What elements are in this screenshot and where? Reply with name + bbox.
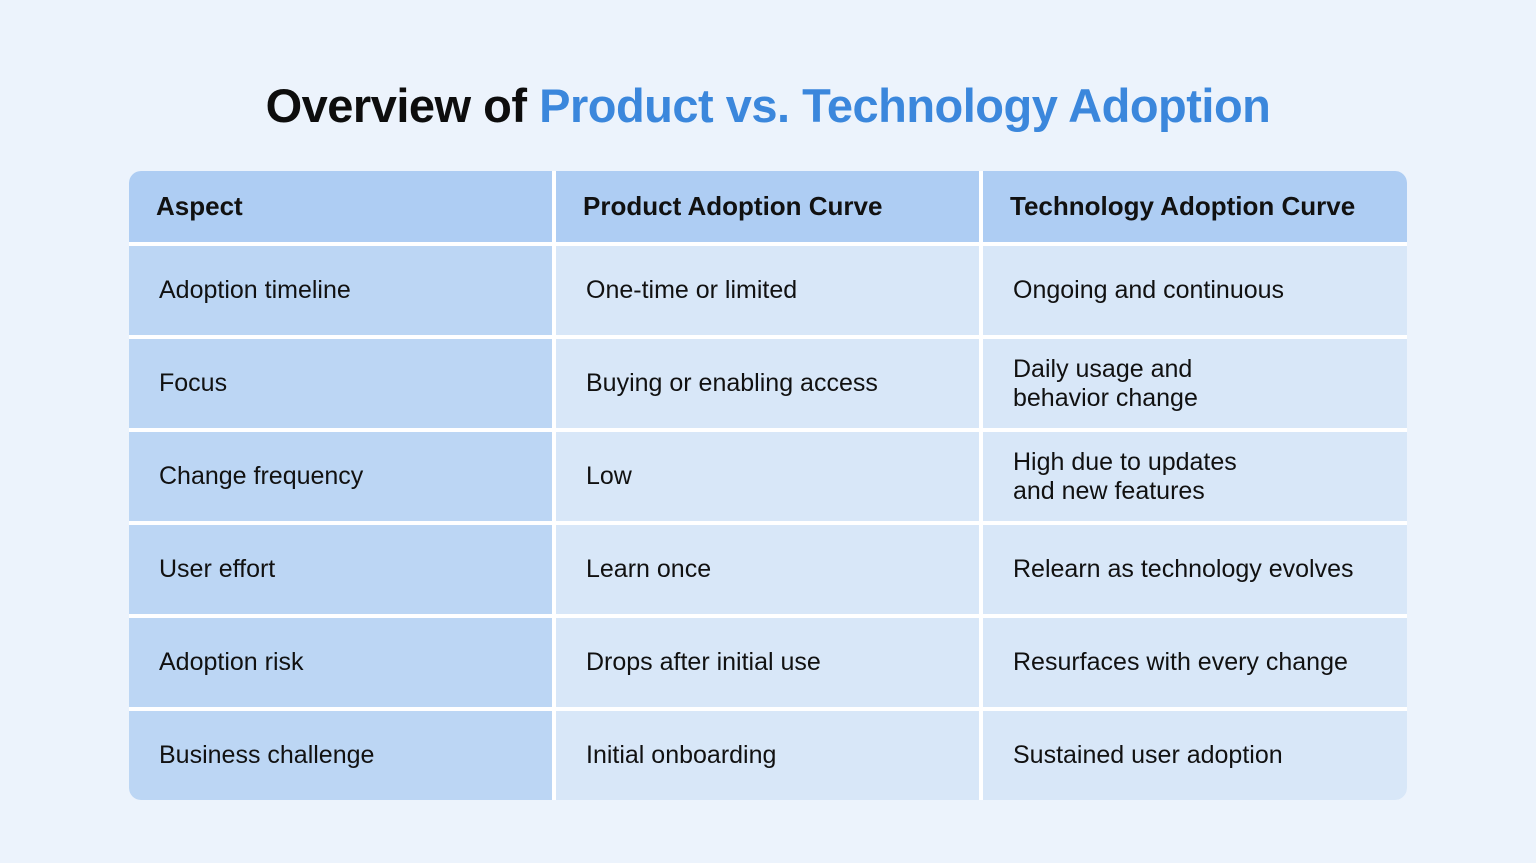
row-5-technology: Resurfaces with every change — [983, 618, 1407, 707]
row-6-aspect: Business challenge — [129, 711, 552, 800]
row-1-product: One-time or limited — [556, 246, 979, 335]
title-prefix: Overview of — [265, 79, 527, 132]
row-6-product: Initial onboarding — [556, 711, 979, 800]
title-highlight: Product vs. Technology Adoption — [539, 79, 1271, 132]
row-2-technology: Daily usage and behavior change — [983, 339, 1407, 428]
header-product-adoption-curve: Product Adoption Curve — [556, 171, 979, 242]
row-4-product: Learn once — [556, 525, 979, 614]
row-1-technology: Ongoing and continuous — [983, 246, 1407, 335]
row-3-product: Low — [556, 432, 979, 521]
row-5-aspect: Adoption risk — [129, 618, 552, 707]
row-6-technology: Sustained user adoption — [983, 711, 1407, 800]
page-title: Overview of Product vs. Technology Adopt… — [0, 76, 1536, 136]
comparison-table: Aspect Product Adoption Curve Technology… — [129, 171, 1407, 800]
row-2-aspect: Focus — [129, 339, 552, 428]
row-4-aspect: User effort — [129, 525, 552, 614]
row-2-product: Buying or enabling access — [556, 339, 979, 428]
header-technology-adoption-curve: Technology Adoption Curve — [983, 171, 1407, 242]
row-5-product: Drops after initial use — [556, 618, 979, 707]
header-aspect: Aspect — [129, 171, 552, 242]
row-3-aspect: Change frequency — [129, 432, 552, 521]
row-1-aspect: Adoption timeline — [129, 246, 552, 335]
row-3-technology: High due to updates and new features — [983, 432, 1407, 521]
row-4-technology: Relearn as technology evolves — [983, 525, 1407, 614]
